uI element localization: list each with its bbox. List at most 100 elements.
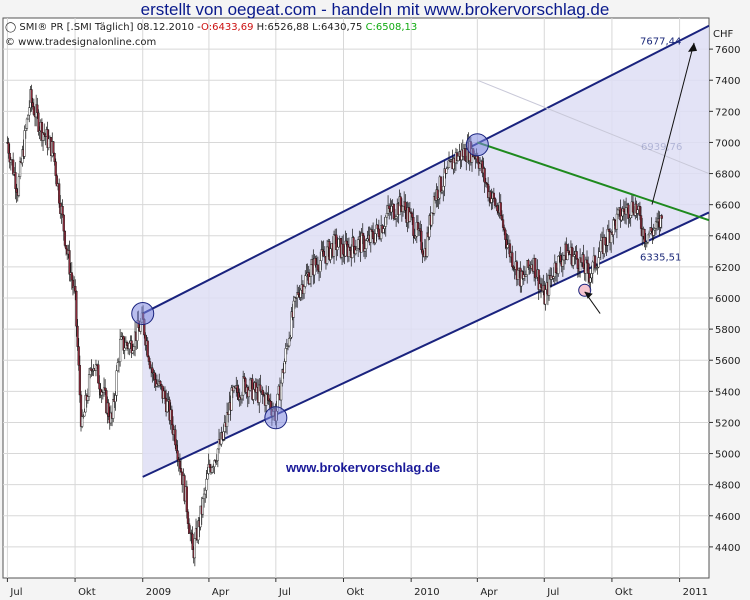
page-title: erstellt von oegeat.com - handeln mit ww… [140, 0, 610, 19]
candle-body [322, 251, 325, 257]
candle-body [112, 399, 115, 419]
candle-body [206, 473, 209, 480]
candle-body [355, 248, 359, 251]
candle-body [25, 118, 29, 129]
candle-body [74, 286, 77, 292]
candle-body [75, 290, 78, 327]
x-tick-label: Apr [480, 587, 498, 598]
candle-body [625, 207, 628, 215]
candle-body [552, 276, 555, 279]
candle-body [607, 228, 610, 232]
candle-body [511, 252, 514, 267]
candle-body [567, 250, 570, 253]
candle-body [326, 246, 329, 264]
candle-body [478, 163, 482, 169]
candle-body [446, 167, 449, 169]
candle-body [597, 257, 600, 268]
candle-body [193, 538, 196, 559]
candle-body [604, 237, 607, 246]
close-value: C:6508,13 [365, 22, 418, 33]
x-tick-label: Okt [615, 587, 633, 598]
candle-body [304, 275, 307, 287]
candle-body [185, 486, 188, 513]
faint-price-label: 6939,76 [641, 142, 682, 153]
candle-body [316, 264, 320, 271]
candle-body [308, 276, 311, 284]
candle-body [151, 367, 154, 374]
candle-body [589, 277, 592, 283]
candle-body [31, 102, 34, 107]
candle-body [490, 198, 493, 203]
candle-body [383, 226, 386, 229]
x-tick-label: Okt [78, 587, 96, 598]
candle-body [539, 283, 543, 288]
candle-body [648, 232, 651, 236]
candle-body [240, 394, 244, 400]
candle-body [483, 168, 486, 183]
candle-body [366, 238, 369, 241]
candle-body [524, 274, 528, 277]
candle-body [28, 107, 31, 116]
candle-body [414, 236, 417, 238]
y-tick-label: 6600 [715, 201, 740, 212]
candle-body [493, 198, 497, 206]
candle-body [204, 489, 207, 495]
candle-body [385, 213, 389, 218]
candle-body [363, 248, 367, 252]
y-tick-label: 5400 [715, 387, 740, 398]
candle-body [78, 365, 81, 396]
watermark-text: www.brokervorschlag.de [285, 460, 440, 475]
candle-body [40, 122, 44, 141]
pivot-circle-jan2009 [131, 302, 155, 326]
currency-label: CHF [713, 29, 734, 40]
candle-body [98, 382, 101, 390]
x-tick-label: 2009 [146, 587, 171, 598]
candle-body [587, 262, 590, 274]
candle-body [650, 227, 653, 232]
y-tick-label: 5800 [715, 325, 740, 336]
candle-body [412, 217, 415, 236]
candle-body [47, 138, 50, 148]
high-low-value: H:6526,88 L:6430,75 [256, 22, 363, 33]
candle-body [76, 325, 79, 347]
candle-body [492, 192, 495, 199]
candle-body [77, 346, 80, 366]
candle-body [82, 415, 85, 418]
candle-body [62, 214, 65, 232]
candle-body [365, 240, 368, 249]
target-price-label: 7677,44 [640, 36, 681, 47]
candle-body [554, 262, 558, 274]
candle-body [361, 232, 364, 237]
candle-body [216, 448, 219, 461]
candle-body [230, 387, 233, 411]
candle-body [15, 188, 18, 193]
candle-body [32, 106, 35, 115]
candle-body [170, 409, 173, 426]
candle-body [591, 261, 594, 274]
candle-body [646, 234, 650, 243]
instrument-label: SMI® PR [.SMI Täglich] 08.12.2010 - [19, 22, 202, 33]
x-tick-label: 2010 [414, 587, 439, 598]
upper-channel-line [142, 24, 710, 315]
candle-body [516, 269, 520, 280]
y-tick-label: 6800 [715, 170, 740, 181]
candle-body [178, 461, 182, 469]
instrument-icon: ◯ [5, 22, 17, 33]
lower-channel-line [142, 211, 710, 478]
candle-body [201, 498, 205, 515]
x-tick-label: Jul [9, 587, 22, 598]
candle-body [87, 374, 91, 397]
candle-body [58, 183, 61, 204]
candle-body [622, 208, 625, 212]
candle-body [576, 258, 579, 269]
candle-body [267, 394, 270, 401]
y-tick-label: 6000 [715, 294, 740, 305]
candle-body [83, 411, 86, 417]
candle-body [53, 153, 56, 162]
candle-body [399, 196, 402, 207]
candle-body [349, 247, 352, 251]
candle-body [186, 511, 190, 524]
open-value: O:6433,69 [201, 22, 254, 33]
candle-body [54, 161, 57, 176]
